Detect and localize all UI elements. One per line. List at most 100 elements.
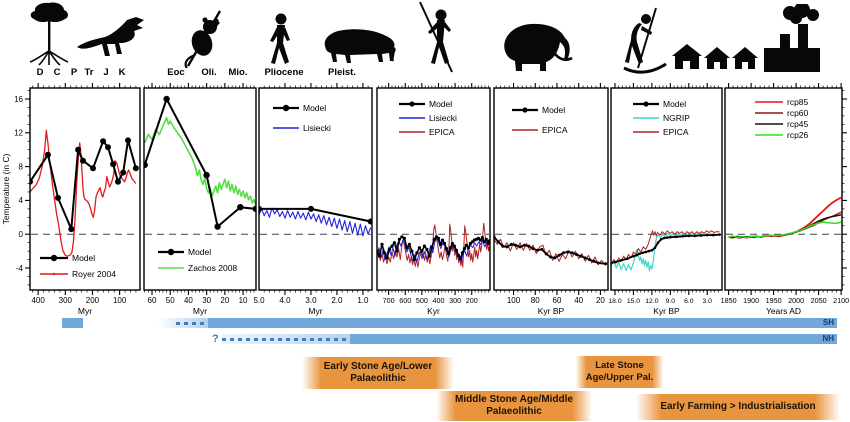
legend-marker <box>167 248 175 256</box>
x-tick-label: 3.0 <box>703 298 713 305</box>
stage-early-farming: Early Farming > Industrialisation <box>637 394 839 420</box>
model-marker <box>444 247 449 251</box>
stage-early-stone-age: Early Stone Age/Lower Palaeolithic <box>303 357 453 389</box>
model-marker <box>417 246 421 250</box>
x-tick-label: 2.0 <box>331 296 343 305</box>
model-marker <box>478 238 482 242</box>
legend-marker <box>50 254 58 262</box>
model-marker <box>144 161 148 169</box>
model-marker <box>132 165 139 172</box>
model-marker <box>531 247 535 251</box>
x-tick-label: 20 <box>220 296 229 305</box>
model-marker <box>583 256 587 260</box>
x-tick-label: 80 <box>531 296 540 305</box>
model-marker <box>557 253 561 257</box>
x-tick-label: 30 <box>202 296 211 305</box>
panel-border <box>258 87 373 291</box>
era-label: K <box>118 67 126 78</box>
model-marker <box>308 205 314 212</box>
legend-label: Lisiecki <box>303 123 331 133</box>
model-marker <box>438 242 443 246</box>
royer-2004-line <box>30 129 137 257</box>
model-marker <box>420 249 424 253</box>
model-marker <box>80 157 86 164</box>
y-tick-label: 16 <box>14 95 23 104</box>
model-marker <box>75 146 82 153</box>
model-marker <box>105 144 111 151</box>
model-marker <box>596 261 600 265</box>
legend-label: Model <box>188 247 211 257</box>
x-tick-label: 9.0 <box>666 298 676 305</box>
nh-label: NH <box>822 334 834 343</box>
panel-cenozoic: 60 50 40 30 20 10 Myr Model Zachos 2008 <box>143 83 257 316</box>
stage-middle-stone-age: Middle Stone Age/Middle Palaeolithic <box>437 391 591 421</box>
x-tick-label: 600 <box>399 296 411 305</box>
legend-label: Royer 2004 <box>72 269 116 279</box>
x-tick-label: 3.0 <box>305 296 317 305</box>
x-tick-label: 40 <box>574 296 583 305</box>
timeline-bar-sh: SH <box>208 318 837 328</box>
x-tick-label: 15.0 <box>627 298 640 305</box>
era-label: Eoc <box>167 67 185 78</box>
x-tick-label: 40 <box>184 296 193 305</box>
model-marker <box>237 204 244 211</box>
model-marker <box>450 241 454 246</box>
model-marker <box>387 247 392 251</box>
legend-marker <box>643 101 649 107</box>
legend-label: rcp85 <box>787 97 809 107</box>
model-marker <box>125 137 131 144</box>
model-marker <box>68 226 75 233</box>
huts-icon <box>670 42 762 72</box>
model-marker <box>402 236 406 240</box>
model-marker <box>55 194 61 201</box>
model-marker <box>415 251 419 255</box>
x-tick-label: 60 <box>553 296 562 305</box>
model-marker <box>405 246 409 250</box>
x-axis-unit: Years AD <box>766 306 801 316</box>
model-marker <box>675 235 678 239</box>
panel-border <box>143 87 257 291</box>
model-marker <box>549 255 552 259</box>
model-marker <box>367 218 372 225</box>
model-marker <box>120 169 127 176</box>
dinosaur-icon <box>76 16 146 62</box>
y-tick-label: 4 <box>19 196 24 205</box>
y-tick-label: 8 <box>19 162 24 171</box>
model-marker <box>626 257 629 261</box>
panel-pliocene: 5.0 4.0 3.0 2.0 1.0 Myr Model Lisiecki <box>253 83 373 316</box>
panel-border <box>29 87 141 291</box>
x-tick-label: 100 <box>113 296 127 305</box>
legend-label: rcp45 <box>787 119 809 129</box>
era-label: J <box>103 67 109 78</box>
lisiecki-line <box>377 237 490 263</box>
model-marker <box>540 247 544 251</box>
model-marker <box>575 253 578 256</box>
model-marker <box>592 259 596 263</box>
x-tick-label: 60 <box>148 296 157 305</box>
model-marker <box>466 246 470 250</box>
model-marker <box>632 254 635 258</box>
x-tick-label: 1850 <box>721 296 737 305</box>
timeline-bar-nh: NH <box>350 334 837 344</box>
panel-border <box>493 87 609 291</box>
model-marker <box>562 251 565 255</box>
era-label: P <box>70 67 78 78</box>
y-axis-title: Temperature (in C) <box>1 153 11 224</box>
legend-label: Model <box>663 99 686 109</box>
x-tick-label: 500 <box>416 296 428 305</box>
model-marker <box>650 249 654 252</box>
model-marker <box>442 241 447 246</box>
model-marker <box>410 249 414 253</box>
model-marker <box>90 165 96 172</box>
legend-label: rcp60 <box>787 108 809 118</box>
model-marker <box>458 257 462 261</box>
legend-label: Zachos 2008 <box>188 263 237 273</box>
sh-label: SH <box>822 318 834 327</box>
model-marker <box>653 246 657 249</box>
model-marker <box>693 234 697 238</box>
legend-label: NGRIP <box>663 113 690 123</box>
rcp26-line <box>728 221 842 239</box>
panel-last-glacial: 100 80 60 40 20 Kyr BP Model EPICA <box>493 83 609 316</box>
